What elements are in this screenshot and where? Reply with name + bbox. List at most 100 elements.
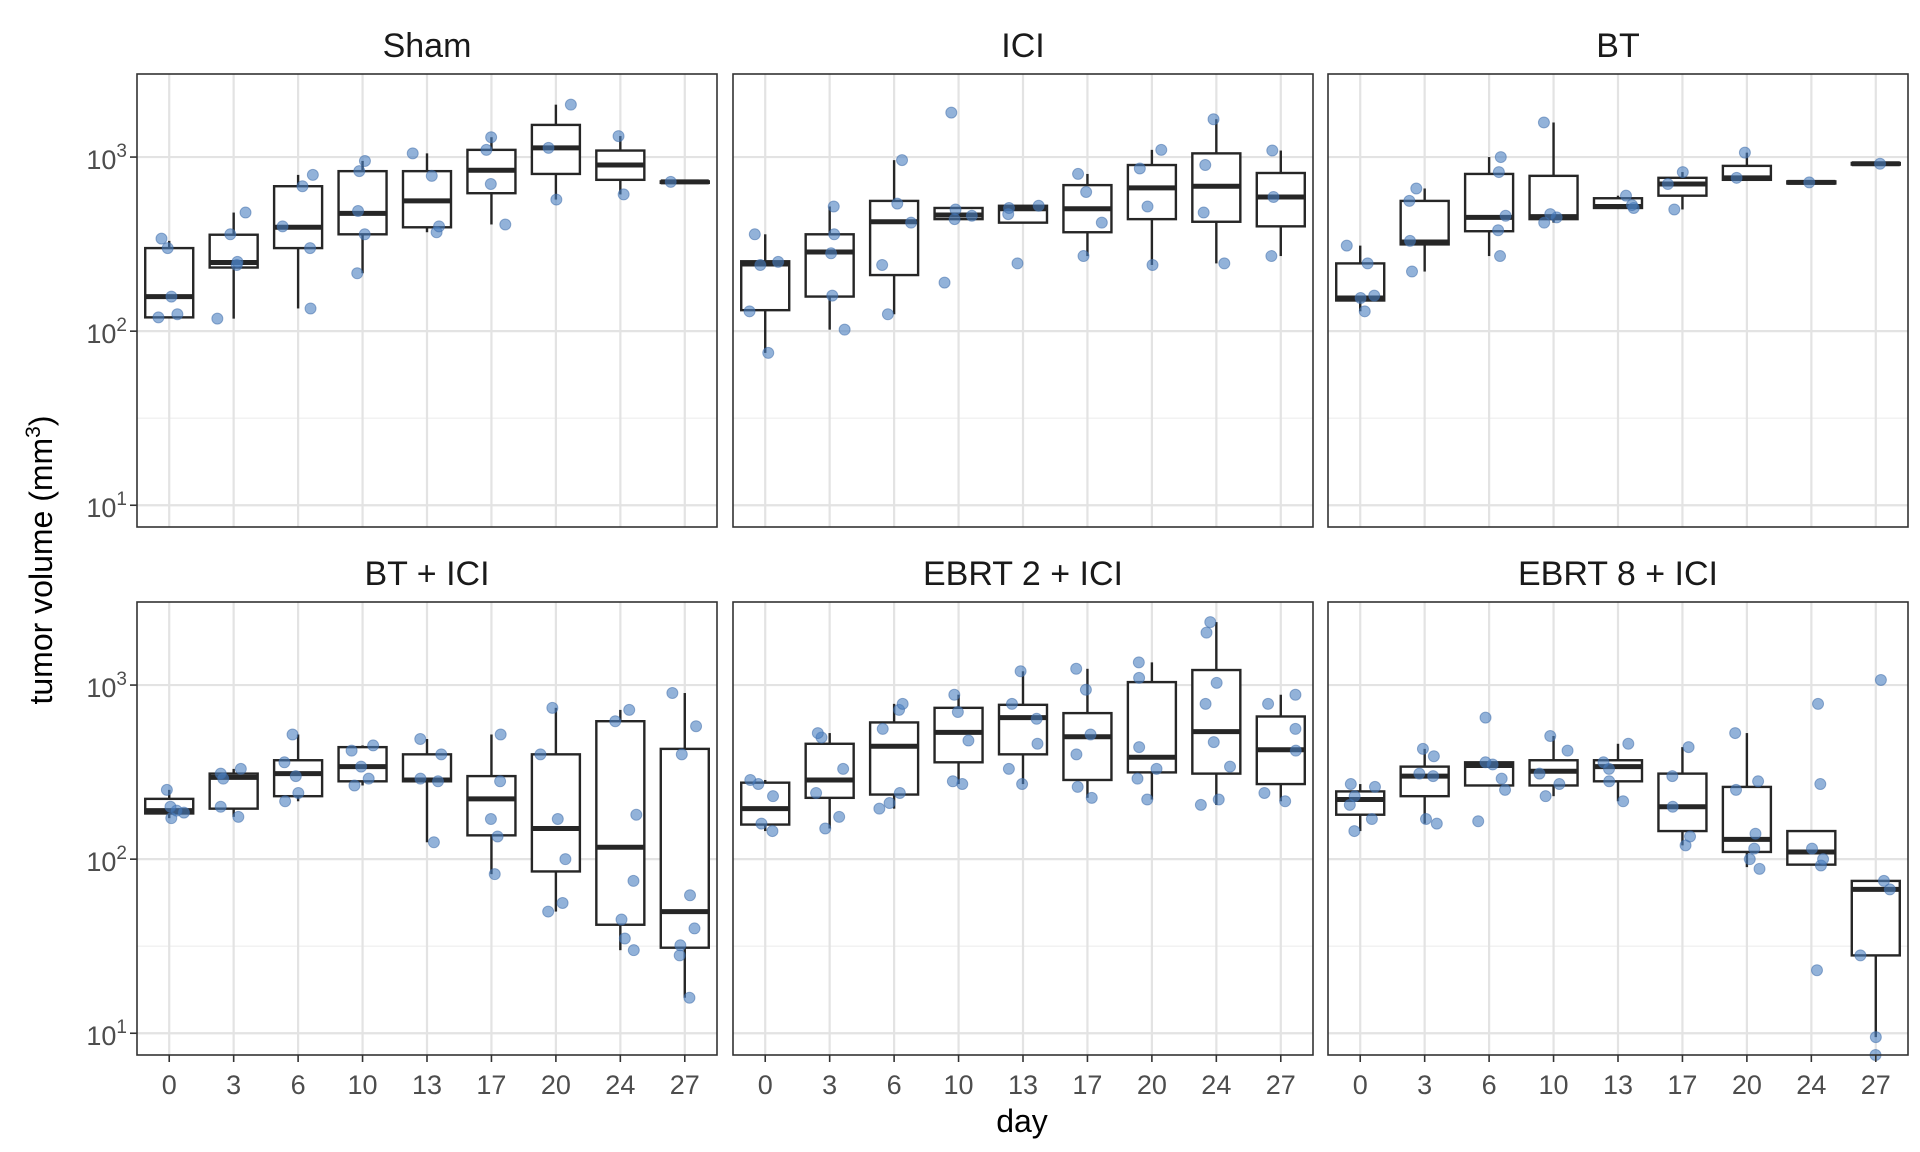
box-iqr xyxy=(868,721,920,796)
data-point xyxy=(491,830,504,843)
data-point xyxy=(754,258,767,271)
data-point xyxy=(873,802,886,815)
data-point xyxy=(425,169,438,182)
data-point xyxy=(1146,258,1159,271)
data-point xyxy=(1561,744,1574,757)
data-point xyxy=(1492,166,1505,179)
box xyxy=(595,136,646,195)
x-tick-label: 17 xyxy=(1667,1070,1697,1100)
data-point xyxy=(684,889,697,902)
data-point xyxy=(232,810,245,823)
x-tick-label: 0 xyxy=(1353,1070,1368,1100)
y-tick-base: 10 xyxy=(86,493,116,523)
data-point xyxy=(1368,289,1381,302)
data-point xyxy=(1133,671,1146,684)
y-tick-exponent: 1 xyxy=(116,1017,127,1038)
data-point xyxy=(1738,146,1751,159)
y-tick-base: 10 xyxy=(86,847,116,877)
data-point xyxy=(664,175,677,188)
data-point xyxy=(1344,778,1357,791)
data-point xyxy=(826,289,839,302)
panel-title: ICI xyxy=(1001,27,1044,65)
data-point xyxy=(1676,166,1689,179)
data-point xyxy=(674,939,687,952)
x-tick-label: 6 xyxy=(1482,1070,1497,1100)
data-point xyxy=(1031,737,1044,750)
box-iqr xyxy=(1657,772,1708,833)
data-point xyxy=(1803,176,1816,189)
data-point xyxy=(1150,762,1163,775)
data-point xyxy=(1622,737,1635,750)
data-point xyxy=(1427,770,1440,783)
data-point xyxy=(1141,200,1154,213)
box-iqr xyxy=(1062,711,1113,782)
y-tick-base: 10 xyxy=(86,673,116,703)
data-point xyxy=(152,311,165,324)
data-point xyxy=(948,688,961,701)
y-axis-title-suffix: ) xyxy=(23,415,59,426)
data-point xyxy=(1002,762,1015,775)
data-point xyxy=(296,180,309,193)
data-point xyxy=(1619,189,1632,202)
data-point xyxy=(485,131,498,144)
data-point xyxy=(160,783,173,796)
data-point xyxy=(1472,815,1485,828)
data-point xyxy=(494,728,507,741)
x-tick-label: 27 xyxy=(1861,1070,1891,1100)
panel-title: BT xyxy=(1596,27,1639,65)
x-tick-label: 20 xyxy=(1732,1070,1762,1100)
data-point xyxy=(1494,151,1507,164)
data-point xyxy=(838,323,851,336)
data-point xyxy=(627,874,640,887)
box xyxy=(595,709,646,951)
x-tick-label: 13 xyxy=(412,1070,442,1100)
box xyxy=(272,174,324,309)
box-iqr xyxy=(1463,172,1515,233)
data-point xyxy=(161,242,174,255)
data-point xyxy=(883,797,896,810)
y-tick-label: 103 xyxy=(86,669,127,703)
panel-title: Sham xyxy=(383,27,472,65)
data-point xyxy=(1014,665,1027,678)
data-point xyxy=(1212,793,1225,806)
data-point xyxy=(1095,216,1108,229)
x-axis-title: day xyxy=(996,1103,1048,1139)
data-point xyxy=(164,800,177,813)
data-point xyxy=(810,786,823,799)
data-point xyxy=(1265,250,1278,263)
data-point xyxy=(666,687,679,700)
data-point xyxy=(762,346,775,359)
data-point xyxy=(1743,853,1756,866)
data-point xyxy=(819,822,832,835)
data-point xyxy=(292,786,305,799)
data-point xyxy=(949,203,962,216)
data-point xyxy=(1603,775,1616,788)
data-point xyxy=(278,756,291,769)
y-tick-label: 101 xyxy=(86,1017,127,1051)
data-point xyxy=(1358,305,1371,318)
data-point xyxy=(484,178,497,191)
data-point xyxy=(306,168,319,181)
data-point xyxy=(1197,206,1210,219)
data-point xyxy=(1430,817,1443,830)
data-point xyxy=(946,775,959,788)
data-point xyxy=(615,913,628,926)
data-point xyxy=(414,772,427,785)
panel-border xyxy=(136,73,718,528)
data-point xyxy=(353,165,366,178)
data-point xyxy=(1684,830,1697,843)
data-point xyxy=(627,944,640,957)
data-point xyxy=(1682,741,1695,754)
data-point xyxy=(1258,786,1271,799)
data-point xyxy=(1079,683,1092,696)
box-iqr xyxy=(337,169,388,236)
data-point xyxy=(1210,676,1223,689)
data-point xyxy=(1030,712,1043,725)
data-point xyxy=(1419,813,1432,826)
box-iqr xyxy=(1721,785,1773,854)
data-point xyxy=(1499,783,1512,796)
data-point xyxy=(155,232,168,245)
data-point xyxy=(1668,203,1681,216)
